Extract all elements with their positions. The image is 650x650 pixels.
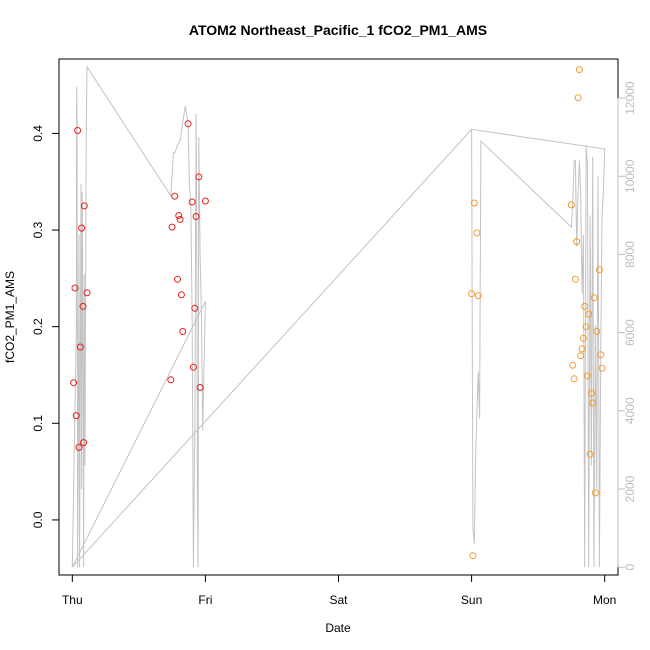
y-tick-label: 0.2 (31, 318, 45, 335)
chart-title: ATOM2 Northeast_Pacific_1 fCO2_PM1_AMS (189, 22, 487, 38)
data-point-series-2 (468, 290, 476, 298)
data-point-series-2 (570, 375, 578, 383)
data-point-series-2 (590, 294, 598, 302)
x-tick-label: Sun (461, 593, 482, 607)
data-point-series-1 (176, 215, 184, 223)
right-tick-label: 8000 (623, 241, 637, 268)
data-point-series-2 (573, 238, 581, 246)
data-point-series-1 (76, 343, 84, 351)
data-point-series-2 (473, 229, 481, 237)
y-axis-label: fCO2_PM1_AMS (3, 271, 17, 363)
y-tick-label: 0.3 (31, 221, 45, 238)
data-point-series-2 (583, 372, 591, 380)
x-axis-label: Date (325, 621, 351, 635)
x-tick-label: Mon (593, 593, 616, 607)
data-point-series-2 (589, 399, 597, 407)
data-point-series-2 (587, 389, 595, 397)
data-point-series-1 (175, 212, 183, 219)
data-point-series-1 (71, 284, 79, 292)
data-point-series-2 (582, 323, 590, 331)
data-point-series-2 (575, 66, 583, 74)
data-point-series-2 (578, 345, 586, 353)
data-point-series-1 (80, 439, 88, 447)
plot-frame (58, 58, 619, 576)
data-point-series-2 (579, 334, 587, 342)
data-point-series-2 (597, 351, 605, 359)
data-point-series-1 (189, 363, 197, 371)
data-point-series-2 (593, 328, 601, 335)
data-point-series-1 (191, 304, 199, 312)
right-tick-label: 0 (623, 564, 637, 571)
data-point-series-2 (571, 275, 579, 283)
y-tick-label: 0.1 (31, 415, 45, 432)
data-point-series-2 (577, 352, 585, 360)
data-point-series-1 (196, 384, 204, 391)
data-point-series-2 (591, 489, 599, 497)
right-tick-label: 4000 (623, 397, 637, 424)
data-point-series-1 (177, 291, 185, 299)
data-point-series-1 (184, 120, 192, 128)
data-point-series-2 (598, 364, 606, 372)
right-y-axis: 0 2000 4000 6000 8000 10000 12000 (617, 81, 637, 571)
right-tick-label: 12000 (623, 81, 637, 115)
y-tick-label: 0.4 (31, 125, 45, 142)
data-point-series-2 (474, 292, 482, 300)
data-point-series-2 (470, 199, 478, 207)
data-point-series-1 (192, 213, 200, 220)
data-point-series-2 (585, 310, 593, 318)
data-point-series-1 (79, 302, 87, 310)
data-point-series-1 (80, 202, 88, 210)
x-tick-label: Fri (198, 593, 212, 607)
data-point-series-1 (78, 224, 86, 232)
data-point-series-1 (74, 127, 82, 134)
data-point-series-1 (201, 197, 209, 205)
data-point-series-1 (167, 376, 175, 384)
data-point-series-1 (195, 173, 203, 181)
data-point-series-2 (567, 201, 575, 209)
y-tick-label: 0.0 (31, 511, 45, 528)
data-point-series-2 (569, 361, 577, 369)
secondary-line-series (71, 65, 606, 568)
data-point-series-1 (188, 198, 196, 206)
data-point-series-2 (595, 266, 603, 274)
right-tick-label: 2000 (623, 475, 637, 502)
x-tick-label: Sat (329, 593, 348, 607)
point-series-layer (70, 66, 606, 560)
data-point-series-2 (574, 94, 582, 102)
data-point-series-1 (168, 223, 176, 231)
data-point-series-1 (83, 289, 91, 297)
data-point-series-1 (70, 379, 78, 387)
data-point-series-2 (586, 450, 594, 458)
x-axis: Thu Fri Sat Sun Mon (62, 574, 616, 607)
line-series-path (71, 65, 606, 568)
data-point-series-1 (75, 443, 83, 451)
data-point-series-1 (171, 192, 179, 200)
data-point-series-2 (581, 302, 589, 310)
data-point-series-1 (72, 412, 80, 420)
right-tick-label: 6000 (623, 319, 637, 346)
data-point-series-1 (174, 275, 181, 283)
y-axis: 0.0 0.1 0.2 0.3 0.4 (31, 125, 60, 528)
right-tick-label: 10000 (623, 159, 637, 193)
data-point-series-2 (469, 552, 477, 560)
data-point-series-1 (179, 328, 187, 335)
x-tick-label: Thu (62, 593, 83, 607)
